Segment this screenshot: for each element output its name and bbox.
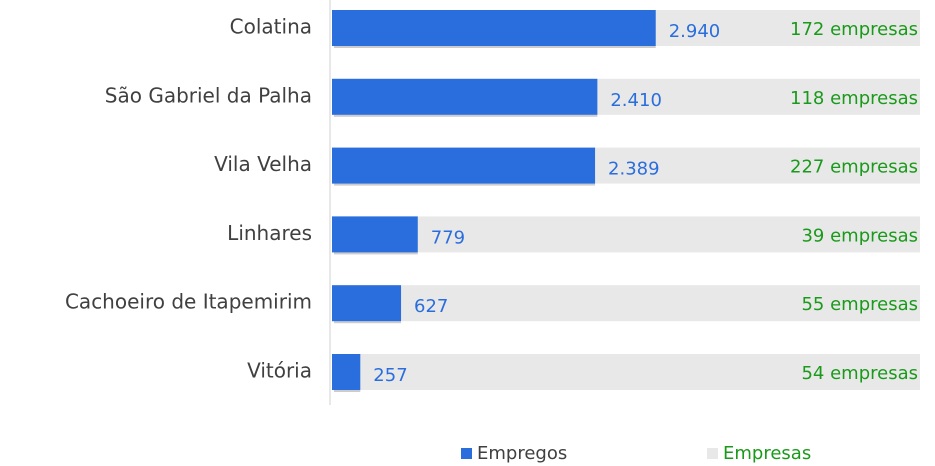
legend-swatch (461, 448, 472, 459)
empresas-label: 118 empresas (790, 88, 918, 109)
empresas-label: 227 empresas (790, 157, 918, 178)
empresas-label: 39 empresas (801, 225, 918, 246)
category-label: Colatina (230, 15, 312, 39)
category-label: Vila Velha (214, 152, 312, 176)
category-label: Cachoeiro de Itapemirim (65, 290, 312, 314)
legend-label: Empresas (723, 443, 811, 464)
value-label: 627 (414, 296, 448, 317)
bar-shadow (334, 46, 656, 48)
value-label: 2.410 (610, 90, 662, 111)
bar (332, 285, 402, 322)
track (332, 216, 920, 253)
empresas-label: 55 empresas (801, 294, 918, 315)
bar-shadow (334, 321, 402, 324)
bar-shadow (334, 252, 418, 255)
bar-shadow (334, 390, 361, 392)
value-label: 2.389 (608, 159, 660, 180)
bar (332, 216, 418, 253)
value-label: 257 (373, 365, 407, 386)
bar (332, 78, 598, 115)
bar (332, 354, 361, 390)
track (332, 285, 920, 322)
legend-label: Empregos (477, 443, 567, 464)
legend-swatch (707, 448, 718, 459)
track (332, 354, 920, 390)
empresas-label: 172 empresas (790, 19, 918, 40)
empresas-label: 54 empresas (801, 363, 918, 384)
bar (332, 147, 596, 184)
value-label: 2.940 (669, 21, 721, 42)
category-label: São Gabriel da Palha (105, 83, 312, 107)
bar-shadow (334, 183, 596, 186)
value-label: 779 (431, 227, 465, 248)
bar-shadow (334, 114, 598, 117)
bar (332, 10, 656, 46)
category-label: Vitória (247, 359, 312, 383)
category-label: Linhares (227, 221, 312, 245)
